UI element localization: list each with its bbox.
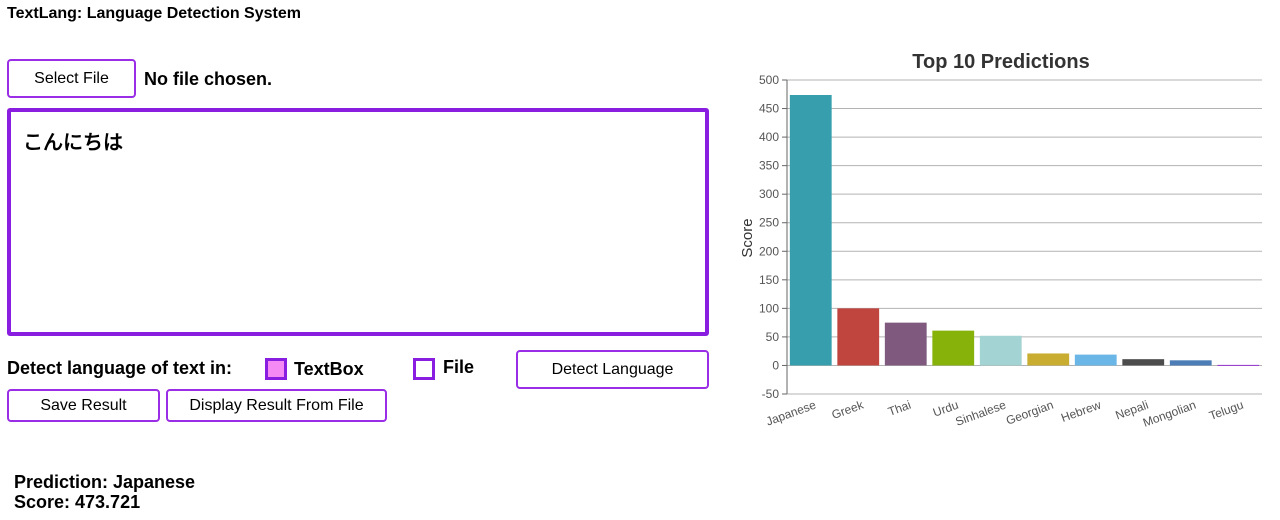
- result-panel: Prediction: Japanese Score: 473.721: [14, 472, 195, 512]
- y-tick-label: 500: [759, 73, 779, 87]
- bar-japanese: [789, 95, 832, 366]
- y-tick-label: 0: [772, 358, 779, 372]
- x-tick-label: Japanese: [764, 398, 818, 429]
- bar-sinhalese: [979, 335, 1022, 366]
- score-text: Score: 473.721: [14, 492, 141, 512]
- app-title: TextLang: Language Detection System: [7, 5, 301, 22]
- textbox-option-label: TextBox: [294, 359, 364, 379]
- y-tick-label: 350: [759, 159, 779, 173]
- text-input[interactable]: こんにちは: [7, 108, 709, 336]
- detect-source-label: Detect language of text in:: [7, 358, 233, 378]
- y-tick-label: 300: [759, 187, 779, 201]
- textbox-checkbox[interactable]: [265, 358, 287, 380]
- x-tick-label: Telugu: [1207, 398, 1245, 423]
- x-tick-label: Hebrew: [1059, 398, 1103, 425]
- y-tick-label: 400: [759, 130, 779, 144]
- y-axis-label: Score: [739, 218, 756, 257]
- x-tick-label: Mongolian: [1141, 398, 1198, 430]
- y-tick-label: 200: [759, 244, 779, 258]
- x-tick-label: Thai: [886, 398, 913, 419]
- bar-georgian: [1027, 353, 1070, 366]
- file-checkbox[interactable]: [413, 358, 435, 380]
- bar-telugu: [1217, 364, 1260, 366]
- y-tick-label: 150: [759, 273, 779, 287]
- chart-title: Top 10 Predictions: [912, 51, 1089, 73]
- bar-mongolian: [1169, 360, 1212, 366]
- bar-hebrew: [1074, 354, 1117, 366]
- y-tick-label: -50: [762, 387, 780, 401]
- bar-urdu: [932, 330, 975, 366]
- y-tick-label: 100: [759, 301, 779, 315]
- y-tick-label: 450: [759, 102, 779, 116]
- bar-greek: [837, 308, 880, 366]
- bar-thai: [884, 322, 927, 366]
- y-tick-label: 250: [759, 216, 779, 230]
- bar-nepali: [1122, 359, 1165, 366]
- prediction-text: Prediction: Japanese: [14, 472, 196, 492]
- select-file-button[interactable]: Select File: [7, 59, 136, 98]
- x-tick-label: Greek: [830, 397, 866, 422]
- y-tick-label: 50: [766, 330, 780, 344]
- chart-bars: [789, 95, 1260, 366]
- save-result-button[interactable]: Save Result: [7, 389, 160, 422]
- x-tick-label: Sinhalese: [953, 398, 1008, 429]
- display-result-button[interactable]: Display Result From File: [166, 389, 387, 422]
- x-tick-label: Georgian: [1004, 398, 1055, 428]
- detect-language-button[interactable]: Detect Language: [516, 350, 709, 389]
- file-option-label: File: [443, 357, 475, 377]
- file-status: No file chosen.: [144, 69, 273, 89]
- predictions-chart: Top 10 Predictions Score 500450400350300…: [739, 51, 1262, 430]
